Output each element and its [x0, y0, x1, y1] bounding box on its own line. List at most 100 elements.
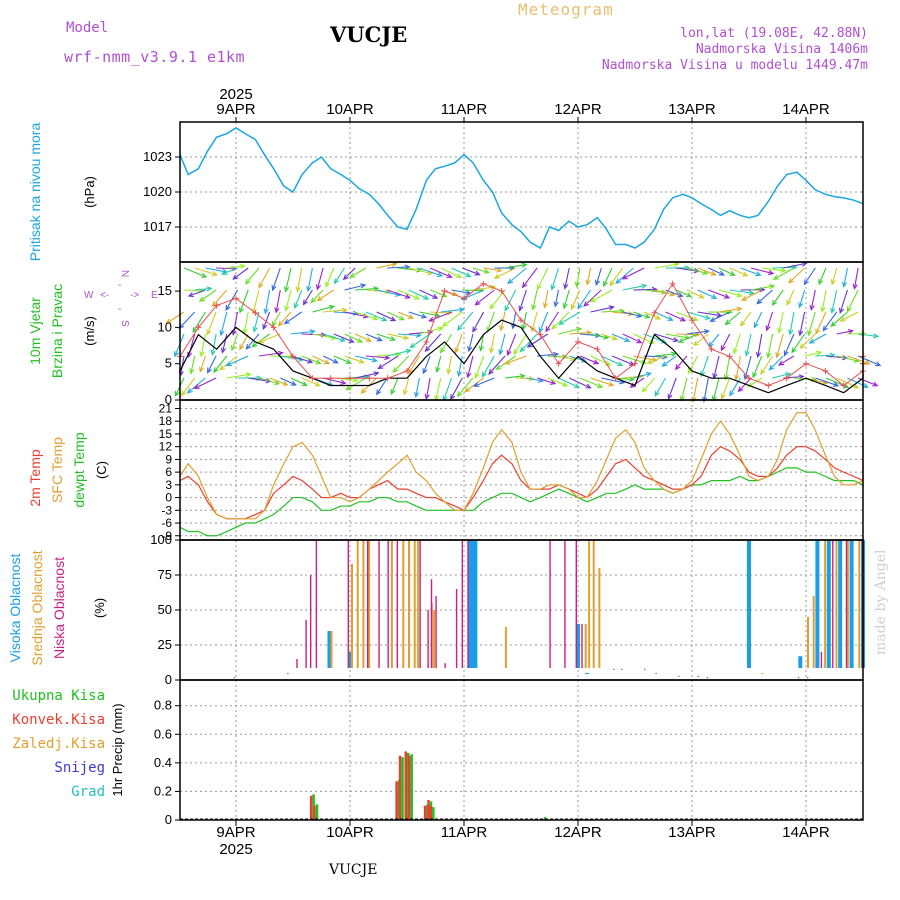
- pressure-axis-label: Pritisak na nivou mora: [27, 123, 43, 262]
- mid-cloud-bar: [413, 540, 416, 668]
- wind-arrow: [436, 355, 442, 372]
- wind-arrow-head: [309, 329, 316, 335]
- wind-arrow-head: [490, 284, 497, 291]
- wind-arrow-head: [409, 342, 416, 349]
- y-tick-label: 100: [150, 532, 172, 547]
- wind-arrow: [788, 267, 805, 284]
- wind-arrow: [527, 333, 549, 348]
- wind-arrow-head: [198, 296, 205, 302]
- freezing-precip-label: Zaledj.Kisa: [12, 736, 105, 752]
- wind-arrow: [740, 311, 752, 327]
- wind-arrow-head: [437, 326, 444, 332]
- wind-arrow-head: [570, 303, 576, 311]
- wind-arrow: [212, 289, 228, 307]
- wind-arrow: [720, 333, 731, 351]
- wind-arrow: [756, 289, 773, 305]
- wind-arrow: [545, 311, 559, 332]
- wind-arrow: [483, 267, 502, 272]
- wind-arrow-head: [416, 267, 423, 273]
- convective-precip-bar: [423, 805, 427, 820]
- wind-arrow: [435, 377, 442, 401]
- wind-arrow: [803, 267, 816, 285]
- wind-arrow: [757, 333, 763, 357]
- wind-arrow-head: [458, 307, 466, 313]
- gust-marker: [195, 324, 202, 331]
- wind-arrow-head: [402, 389, 408, 396]
- wind-arrow-head: [220, 347, 227, 354]
- wind-arrow-head: [785, 372, 792, 378]
- wind-arrow-head: [496, 267, 503, 273]
- low-cloud-bar: [387, 540, 389, 668]
- y-tick-label: 0.6: [154, 726, 172, 741]
- wind-arrow-head: [830, 307, 836, 314]
- wind-arrow-head: [507, 278, 514, 285]
- wind-arrow: [752, 355, 763, 378]
- wind-arrow: [804, 351, 822, 357]
- wind-arrow: [226, 355, 249, 366]
- wind-arrow-head: [640, 359, 647, 365]
- total-precip-bar: [401, 757, 404, 820]
- x-tick-label-top: 9APR: [216, 101, 255, 118]
- wind-arrow: [745, 333, 752, 356]
- wind-arrow-head: [841, 281, 848, 288]
- x-tick-label-top: 11APR: [441, 101, 488, 118]
- wind-arrow: [858, 333, 879, 337]
- wind-arrow-head: [700, 371, 706, 378]
- wind-arrow: [633, 311, 650, 319]
- wind-arrow-head: [290, 380, 297, 386]
- wind-arrow: [272, 267, 281, 291]
- wind-arrow: [751, 285, 775, 291]
- wind-arrow: [222, 267, 238, 275]
- wind-arrow-head: [526, 342, 533, 348]
- wind-arrow: [239, 289, 249, 313]
- wind-arrow-head: [708, 341, 714, 348]
- wind-arrow: [450, 377, 463, 400]
- wind-arrow: [847, 289, 859, 312]
- wind-arrow-head: [316, 295, 323, 302]
- wind-arrow-head: [756, 298, 763, 305]
- wind-arrow-head: [736, 292, 743, 298]
- wind-axis-label-2: Brzina i Pravac: [49, 284, 65, 378]
- wind-arrow: [419, 267, 443, 277]
- wind-arrow-head: [274, 307, 280, 314]
- wind-arrow-head: [739, 320, 746, 327]
- wind-arrow-head: [760, 368, 766, 376]
- wind-arrow-head: [550, 284, 556, 291]
- wind-arrow: [178, 311, 196, 329]
- wind-arrow: [290, 355, 313, 363]
- wind-arrow-head: [348, 337, 355, 343]
- wind-arrow: [601, 377, 625, 384]
- wind-arrow-head: [360, 388, 367, 394]
- wind-arrow-head: [293, 302, 299, 310]
- wind-arrow: [419, 327, 443, 335]
- wind-arrow: [686, 267, 708, 275]
- elevation-label: Nadmorska Visina 1406m: [695, 42, 868, 57]
- y-tick-label: 21: [159, 401, 173, 415]
- wind-arrow: [472, 311, 485, 332]
- wind-arrow: [301, 355, 321, 364]
- wind-arrow-head: [186, 387, 193, 394]
- wind-arrow: [365, 311, 387, 321]
- wind-arrow: [643, 311, 661, 320]
- compass-arrow-left: <-: [100, 290, 109, 301]
- wind-arrow: [296, 267, 303, 292]
- gust-marker: [252, 309, 259, 316]
- wind-arrow: [609, 267, 624, 286]
- wind-arrow-head: [788, 329, 794, 336]
- wind-arrow: [232, 267, 249, 280]
- wind-arrow: [376, 333, 396, 341]
- wind-arrow-head: [521, 282, 528, 289]
- wind-arrow: [586, 267, 592, 285]
- wind-arrow-head: [283, 318, 290, 325]
- gust-marker: [689, 317, 695, 324]
- high-cloud-bar: [327, 631, 332, 668]
- footer-station: VUCJE: [329, 862, 378, 878]
- wind-arrow-head: [687, 368, 693, 375]
- wind-arrow-head: [703, 329, 710, 335]
- convective-precip-bar: [404, 751, 407, 820]
- wind-arrow: [579, 377, 603, 388]
- low-cloud-bar: [621, 668, 623, 670]
- wind-arrow-head: [174, 390, 180, 397]
- wind-arrow: [454, 333, 463, 353]
- wind-arrow: [769, 355, 784, 371]
